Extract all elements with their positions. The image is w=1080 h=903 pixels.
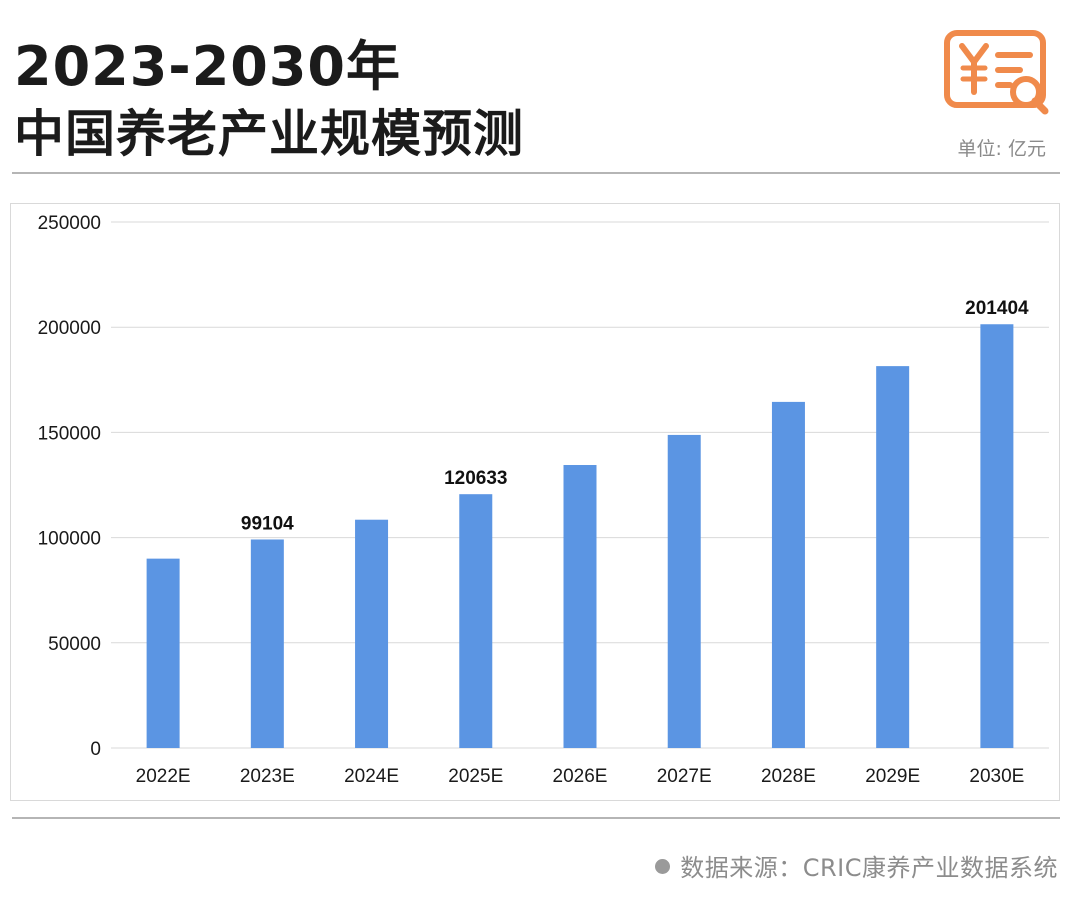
- x-tick-label-0: 2022E: [136, 766, 191, 787]
- header-divider: [12, 172, 1060, 174]
- source-text: 数据来源：CRIC康养产业数据系统: [680, 854, 1058, 882]
- data-label-2025E: 120633: [444, 468, 507, 489]
- y-tick-label-2: 100000: [38, 529, 101, 550]
- page-title-line-1: 2023-2030年: [14, 35, 401, 98]
- chart-frame: 0 50000 100000 150000 200000 250000 2022E 2023E…: [10, 203, 1060, 801]
- x-tick-label-2: 2024E: [344, 766, 399, 787]
- bar-chart: 0 50000 100000 150000 200000 250000 2022E 2023E…: [38, 213, 1049, 787]
- x-tick-label-7: 2029E: [865, 766, 920, 787]
- x-tick-label-3: 2025E: [448, 766, 503, 787]
- y-tick-label-3: 150000: [38, 423, 101, 444]
- data-label-2023E: 99104: [241, 513, 294, 534]
- footer-divider: [12, 817, 1060, 819]
- y-tick-label-1: 50000: [48, 634, 101, 655]
- page-title-line-2: 中国养老产业规模预测: [14, 105, 524, 163]
- y-tick-label-0: 0: [90, 739, 101, 760]
- bar-2026E: [563, 465, 597, 748]
- bar-2029E: [876, 366, 910, 748]
- source-note: 数据来源：CRIC康养产业数据系统: [655, 848, 1058, 883]
- bar-2022E: [146, 558, 180, 748]
- x-tick-label-8: 2030E: [969, 766, 1024, 787]
- bar-2023E: [250, 539, 284, 748]
- bar-2025E: [459, 494, 493, 748]
- bullet-icon: [655, 859, 671, 874]
- bar-2024E: [355, 519, 389, 748]
- y-tick-label-5: 250000: [38, 213, 101, 234]
- x-tick-label-1: 2023E: [240, 766, 295, 787]
- y-tick-label-4: 200000: [38, 318, 101, 339]
- x-tick-label-5: 2027E: [657, 766, 712, 787]
- data-label-2030E: 201404: [965, 298, 1029, 319]
- bar-2027E: [667, 434, 701, 748]
- bar-2028E: [771, 401, 805, 748]
- unit-label: 单位: 亿元: [957, 138, 1046, 160]
- bar-2030E: [980, 324, 1014, 748]
- receipt-yuan-search-icon: [944, 30, 1049, 115]
- x-tick-label-4: 2026E: [553, 766, 608, 787]
- x-tick-label-6: 2028E: [761, 766, 816, 787]
